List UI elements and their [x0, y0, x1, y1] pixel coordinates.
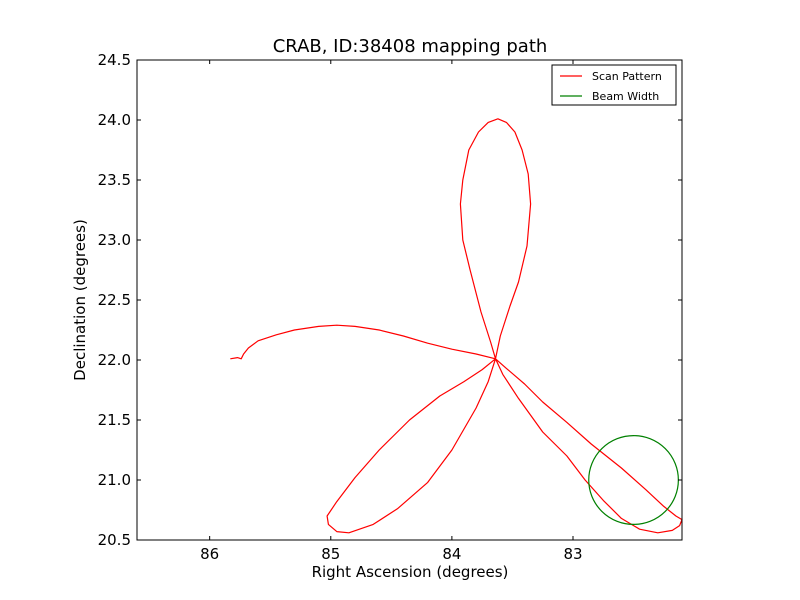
- chart-title: CRAB, ID:38408 mapping path: [273, 36, 548, 57]
- y-axis-label: Declination (degrees): [71, 219, 89, 381]
- legend-label-scan-pattern: Scan Pattern: [592, 70, 662, 83]
- scan-pattern-line: [230, 118, 683, 534]
- x-tick-label: 83: [563, 545, 582, 563]
- axis-ticks: 86 85 84 83 20.5 21.0 21.5 22.0 22.5 23.0 23.5 24.0…: [98, 51, 682, 563]
- x-tick-label: 85: [321, 545, 340, 563]
- y-tick-label: 23.0: [98, 231, 131, 249]
- legend-label-beam-width: Beam Width: [592, 90, 659, 103]
- y-tick-label: 23.5: [98, 171, 131, 189]
- legend-box: [551, 64, 677, 106]
- y-tick-label: 21.0: [98, 471, 131, 489]
- y-tick-label: 22.0: [98, 351, 131, 369]
- x-tick-label: 84: [442, 545, 461, 563]
- x-tick-label: 86: [200, 545, 219, 563]
- y-tick-label: 20.5: [98, 531, 131, 549]
- plot-frame: [136, 59, 683, 541]
- legend: Scan Pattern Beam Width: [551, 64, 677, 106]
- x-axis-label: Right Ascension (degrees): [312, 563, 509, 581]
- y-tick-label: 21.5: [98, 411, 131, 429]
- y-tick-label: 24.5: [98, 51, 131, 69]
- y-tick-label: 24.0: [98, 111, 131, 129]
- y-tick-label: 22.5: [98, 291, 131, 309]
